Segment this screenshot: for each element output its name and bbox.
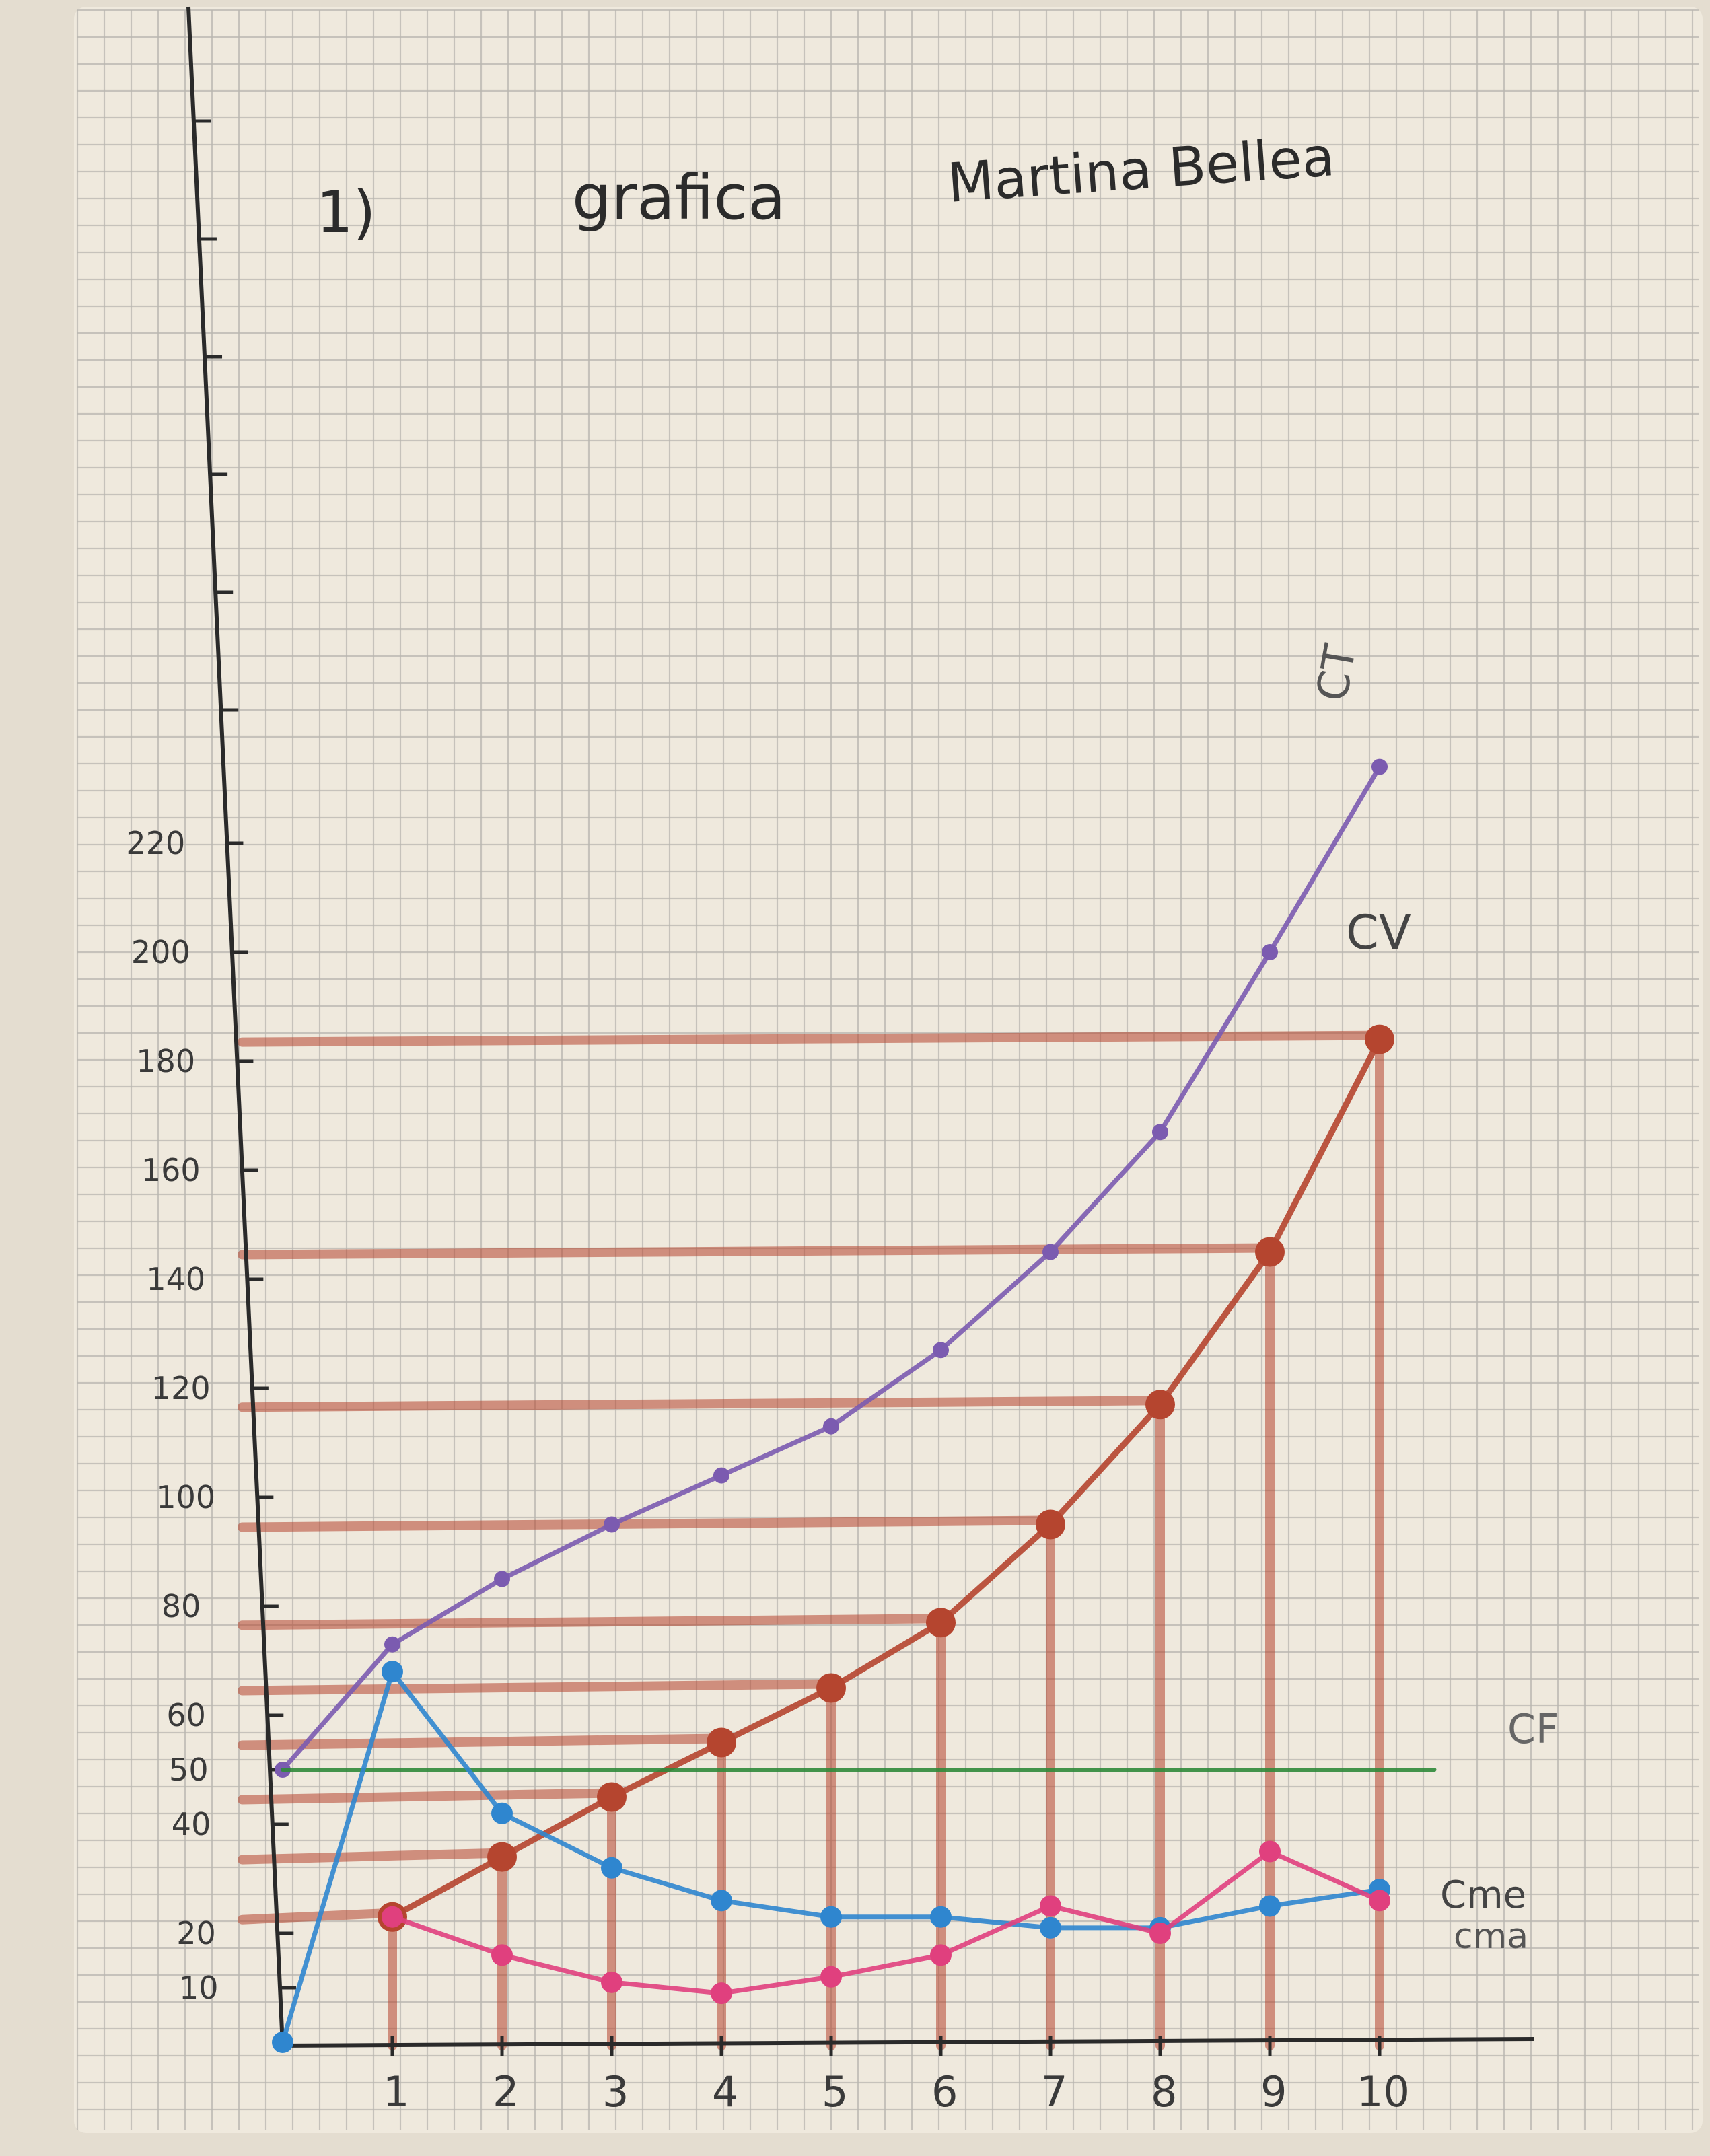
ct-point	[1262, 944, 1278, 960]
x-tick-label: 1	[383, 2067, 409, 2116]
x-tick-label: 6	[931, 2067, 958, 2116]
cv-horizontal-guide	[238, 1515, 1055, 1532]
ct-point	[823, 1418, 839, 1435]
cv-point	[707, 1727, 736, 1758]
y-tick-label: 50	[169, 1752, 209, 1788]
y-axis-line	[186, 6, 285, 2046]
ct-point	[713, 1467, 729, 1484]
guide-lines	[238, 1030, 1384, 2050]
ct-point	[1371, 758, 1388, 775]
cme-point	[491, 1802, 513, 1824]
cma-point	[711, 1982, 732, 2005]
ct-point	[494, 1571, 510, 1587]
cv-horizontal-guide	[238, 1848, 507, 1865]
cme-point	[272, 2032, 293, 2053]
axes	[186, 6, 1535, 2056]
y-tick-label: 160	[141, 1152, 201, 1188]
chart-title: grafica	[572, 161, 786, 233]
cma-point	[601, 1971, 622, 1993]
y-tick-label: 60	[166, 1697, 206, 1733]
cma-line	[390, 1849, 1382, 1996]
y-tick-label: 100	[156, 1479, 215, 1515]
cma-point	[820, 1966, 842, 1988]
page-number-label: 1)	[316, 179, 376, 246]
cme-point	[601, 1857, 622, 1879]
x-tick-label: 5	[822, 2067, 848, 2116]
grid-lines	[76, 9, 1699, 2130]
y-tick-label: 180	[136, 1043, 195, 1079]
cv-point	[816, 1673, 846, 1703]
y-tick-label: 80	[162, 1588, 201, 1624]
series-label-cma: cma	[1454, 1916, 1528, 1957]
cv-point	[1255, 1237, 1285, 1267]
ct-point	[1152, 1124, 1168, 1141]
y-tick-label: 140	[146, 1261, 205, 1297]
cme-point	[930, 1906, 952, 1928]
x-tick-label: 8	[1151, 2067, 1177, 2116]
cme-point	[820, 1906, 842, 1928]
cv-point	[1365, 1024, 1394, 1054]
cme-point	[382, 1661, 403, 1683]
y-tick-label: 20	[176, 1915, 216, 1951]
cv-horizontal-guide	[238, 1908, 397, 1925]
cv-horizontal-guide	[238, 1614, 946, 1630]
ct-point	[384, 1636, 400, 1653]
cme-point	[1040, 1916, 1061, 1939]
y-tick-label: 200	[131, 934, 190, 970]
cv-line	[389, 1036, 1383, 1920]
x-tick-label: 4	[712, 2067, 738, 2116]
cma-point	[1149, 1923, 1171, 1944]
cv-point	[1036, 1509, 1065, 1540]
cv-horizontal-guide	[238, 1030, 1384, 1047]
cma-point	[930, 1944, 952, 1966]
cma-point	[1040, 1895, 1061, 1917]
cma-point	[491, 1944, 513, 1966]
cme-point	[1259, 1895, 1281, 1917]
series-label-cv: CV	[1346, 905, 1411, 960]
labels-group: 1 2 3 4 5 6 7 8 9 10 10 20 40 50 60 80 100 120 140 160 180 20…	[126, 641, 1559, 2116]
x-tick-label: 7	[1041, 2067, 1067, 2116]
series-label-ct: CT	[1308, 641, 1367, 705]
series-label-cf: CF	[1507, 1706, 1559, 1753]
ct-point	[1042, 1244, 1059, 1260]
cma-point	[1369, 1890, 1390, 1912]
y-tick-label: 10	[179, 1970, 219, 2006]
cv-horizontal-guide	[238, 1243, 1275, 1260]
x-axis-line	[275, 2037, 1535, 2048]
ct-point	[933, 1342, 949, 1359]
cma-point	[382, 1906, 403, 1928]
x-tick-label: 9	[1260, 2067, 1287, 2116]
series-group	[272, 758, 1437, 2053]
cv-point	[1145, 1390, 1175, 1420]
series-label-cme: Cme	[1440, 1873, 1526, 1917]
y-tick-label: 220	[126, 825, 185, 861]
ct-point	[604, 1516, 620, 1533]
y-tick-label: 120	[151, 1370, 211, 1406]
cv-point	[487, 1842, 517, 1872]
cme-point	[711, 1890, 732, 1912]
cma-point	[1259, 1840, 1281, 1863]
cv-horizontal-guide	[238, 1788, 616, 1805]
cv-point	[597, 1782, 627, 1812]
x-tick-label: 10	[1357, 2067, 1410, 2116]
x-tick-label: 3	[602, 2067, 629, 2116]
cv-point	[926, 1608, 956, 1638]
y-tick-label: 40	[172, 1806, 211, 1842]
x-tick-label: 2	[493, 2067, 519, 2116]
cv-horizontal-guide	[238, 1679, 836, 1696]
cv-horizontal-guide	[238, 1396, 1165, 1412]
cv-horizontal-guide	[238, 1733, 726, 1750]
